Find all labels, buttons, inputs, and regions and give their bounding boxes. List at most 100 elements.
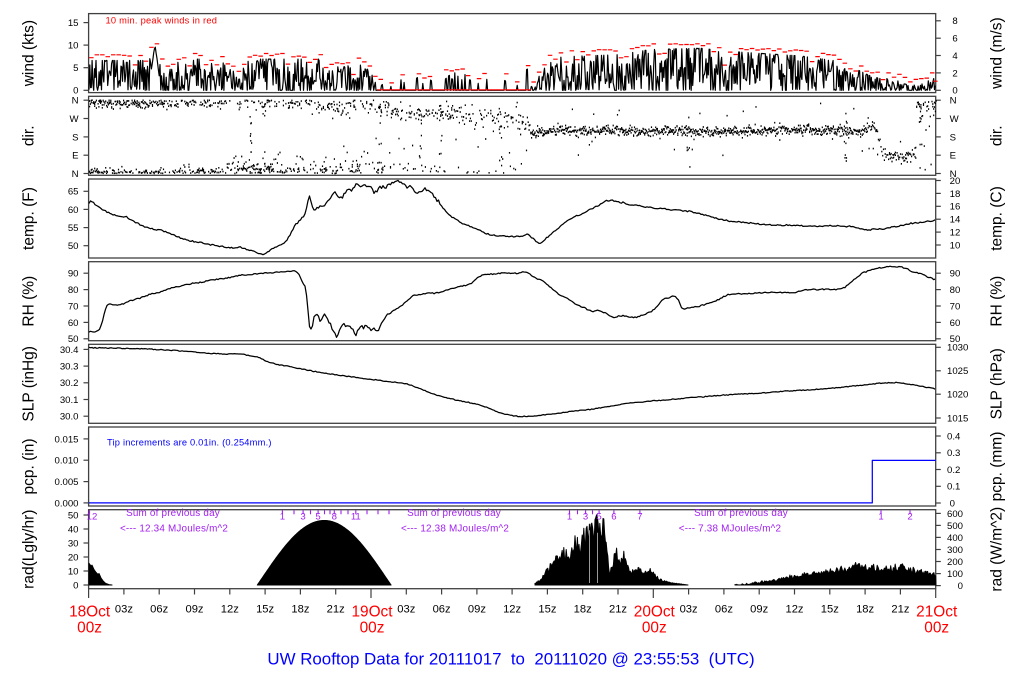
svg-text:0: 0 xyxy=(947,498,955,509)
svg-text:65: 65 xyxy=(68,187,79,198)
svg-text:<--- 12.38 MJoules/m^2: <--- 12.38 MJoules/m^2 xyxy=(401,523,509,534)
svg-text:50: 50 xyxy=(68,510,79,521)
svg-text:14: 14 xyxy=(947,215,961,226)
svg-text:10: 10 xyxy=(68,566,79,577)
svg-text:1015: 1015 xyxy=(947,413,968,424)
svg-text:7: 7 xyxy=(637,511,642,522)
svg-text:N: N xyxy=(947,96,957,107)
svg-text:15: 15 xyxy=(68,18,79,29)
svg-text:10 min. peak winds in red: 10 min. peak winds in red xyxy=(106,15,218,25)
svg-text:90: 90 xyxy=(947,269,960,280)
svg-text:18: 18 xyxy=(947,189,960,200)
svg-text:0.3: 0.3 xyxy=(947,448,960,459)
svg-text:18z: 18z xyxy=(574,603,592,615)
svg-text:UW Rooftop Data for 20111017: UW Rooftop Data for 20111017 to 20111020… xyxy=(267,650,754,669)
svg-text:80: 80 xyxy=(947,285,960,296)
svg-text:0: 0 xyxy=(73,580,78,591)
svg-text:60: 60 xyxy=(947,318,960,329)
svg-text:400: 400 xyxy=(947,533,963,544)
svg-text:0.4: 0.4 xyxy=(947,431,961,442)
svg-text:100: 100 xyxy=(947,569,963,580)
svg-text:0.005: 0.005 xyxy=(54,477,78,488)
svg-text:temp. (C): temp. (C) xyxy=(989,186,1006,251)
svg-text:1025: 1025 xyxy=(947,366,968,377)
svg-text:RH (%): RH (%) xyxy=(989,276,1006,327)
svg-text:80: 80 xyxy=(68,285,79,296)
svg-text:2: 2 xyxy=(947,68,958,79)
svg-text:200: 200 xyxy=(947,557,963,568)
svg-text:18Oct: 18Oct xyxy=(69,603,111,620)
svg-text:dir.: dir. xyxy=(989,125,1006,146)
svg-text:21Oct: 21Oct xyxy=(916,603,958,620)
svg-text:30.2: 30.2 xyxy=(60,378,79,389)
svg-text:E: E xyxy=(947,151,956,162)
svg-text:0.000: 0.000 xyxy=(54,498,78,509)
svg-text:55: 55 xyxy=(68,223,79,234)
svg-text:S: S xyxy=(947,132,956,143)
svg-text:15z: 15z xyxy=(256,603,274,615)
svg-text:600: 600 xyxy=(947,509,963,520)
svg-text:21z: 21z xyxy=(609,603,627,615)
svg-text:N: N xyxy=(72,96,79,107)
svg-text:00z: 00z xyxy=(642,619,667,636)
svg-text:03z: 03z xyxy=(680,603,698,615)
svg-text:300: 300 xyxy=(947,545,963,556)
svg-text:50: 50 xyxy=(68,241,79,252)
svg-text:30.1: 30.1 xyxy=(60,395,79,406)
svg-text:21z: 21z xyxy=(891,603,909,615)
svg-text:5: 5 xyxy=(315,511,320,522)
svg-text:5: 5 xyxy=(596,511,601,522)
svg-text:30.3: 30.3 xyxy=(60,362,79,373)
svg-text:30.0: 30.0 xyxy=(60,412,79,423)
svg-text:0: 0 xyxy=(947,581,963,592)
svg-text:12: 12 xyxy=(87,511,98,522)
svg-text:SLP (inHg): SLP (inHg) xyxy=(21,346,38,422)
svg-text:Sum of previous day: Sum of previous day xyxy=(694,508,788,519)
svg-text:21z: 21z xyxy=(327,603,345,615)
svg-text:12z: 12z xyxy=(503,603,521,615)
svg-text:60: 60 xyxy=(68,205,79,216)
svg-text:18z: 18z xyxy=(291,603,309,615)
svg-text:0.010: 0.010 xyxy=(54,456,78,467)
svg-text:RH (%): RH (%) xyxy=(21,276,38,327)
svg-text:70: 70 xyxy=(947,301,960,312)
svg-text:15z: 15z xyxy=(821,603,839,615)
svg-text:00z: 00z xyxy=(360,619,385,636)
svg-text:0: 0 xyxy=(947,86,958,97)
svg-text:03z: 03z xyxy=(115,603,133,615)
svg-text:rad(Lgly/hr): rad(Lgly/hr) xyxy=(21,510,38,589)
svg-text:09z: 09z xyxy=(468,603,486,615)
svg-text:09z: 09z xyxy=(750,603,768,615)
svg-text:1: 1 xyxy=(567,511,572,522)
svg-text:50: 50 xyxy=(947,334,960,345)
svg-text:06z: 06z xyxy=(715,603,733,615)
svg-text:12z: 12z xyxy=(221,603,239,615)
svg-text:0.1: 0.1 xyxy=(947,482,960,493)
svg-text:pcp. (mm): pcp. (mm) xyxy=(989,432,1006,502)
svg-text:3: 3 xyxy=(583,511,588,522)
svg-text:19Oct: 19Oct xyxy=(351,603,393,620)
svg-text:00z: 00z xyxy=(924,619,949,636)
svg-text:20: 20 xyxy=(68,552,79,563)
svg-text:12: 12 xyxy=(947,228,960,239)
svg-text:11: 11 xyxy=(351,511,361,522)
svg-text:10: 10 xyxy=(68,41,79,52)
svg-text:0: 0 xyxy=(73,86,78,97)
svg-text:Sum of previous day: Sum of previous day xyxy=(407,508,501,519)
svg-text:03z: 03z xyxy=(397,603,415,615)
svg-text:1030: 1030 xyxy=(947,343,968,354)
svg-text:<--- 12.34 MJoules/m^2: <--- 12.34 MJoules/m^2 xyxy=(120,523,228,534)
svg-text:3: 3 xyxy=(300,511,305,522)
svg-text:20: 20 xyxy=(947,176,960,187)
svg-text:90: 90 xyxy=(68,269,79,280)
svg-text:06z: 06z xyxy=(150,603,168,615)
svg-text:1020: 1020 xyxy=(947,390,968,401)
svg-text:10: 10 xyxy=(947,240,960,251)
svg-text:5: 5 xyxy=(73,63,78,74)
svg-text:rad (W/m^2): rad (W/m^2) xyxy=(989,507,1006,592)
svg-text:Tip increments are 0.01in. (0.: Tip increments are 0.01in. (0.254mm.) xyxy=(107,437,272,447)
svg-text:SLP (hPa): SLP (hPa) xyxy=(989,348,1006,419)
svg-text:wind (m/s): wind (m/s) xyxy=(989,17,1006,89)
svg-text:09z: 09z xyxy=(185,603,203,615)
svg-text:2: 2 xyxy=(907,511,912,522)
